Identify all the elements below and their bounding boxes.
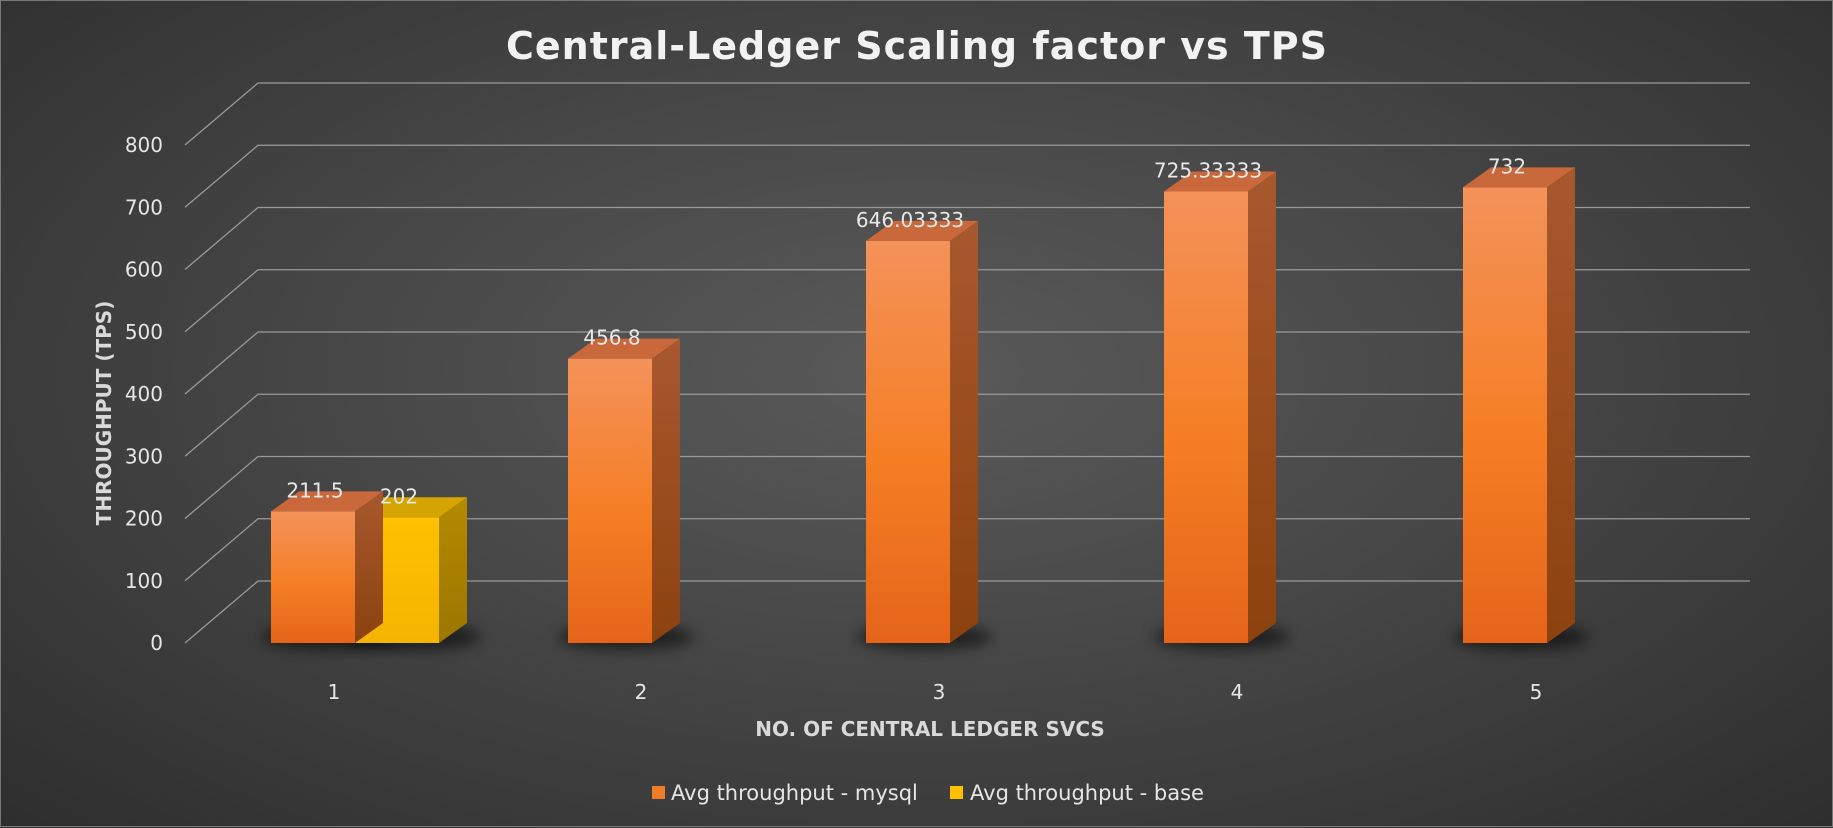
data-label: 456.8 — [583, 326, 640, 350]
data-label: 725.33333 — [1154, 158, 1262, 182]
bar-series1-cat2[interactable] — [568, 338, 680, 643]
y-tick-label: 0 — [150, 631, 163, 655]
bar-side-face — [1248, 171, 1276, 644]
y-axis-title: THROUGHPUT (TPS) — [92, 301, 116, 526]
y-tick-label: 500 — [125, 320, 163, 344]
legend-item-mysql[interactable]: Avg throughput - mysql — [652, 781, 918, 805]
y-tick-label: 700 — [125, 195, 163, 219]
bar-front-face — [568, 358, 652, 643]
bar-series1-cat1[interactable] — [271, 491, 383, 643]
data-label: 202 — [380, 484, 418, 508]
legend-swatch-mysql — [652, 786, 665, 799]
x-tick-label: 2 — [635, 680, 648, 704]
bar-series1-cat3[interactable] — [866, 220, 978, 644]
bar-front-face — [1463, 187, 1547, 643]
x-tick-label: 1 — [328, 680, 341, 704]
bar-front-face — [271, 511, 355, 643]
y-tick-label: 200 — [125, 507, 163, 531]
bar-side-face — [439, 497, 467, 643]
bar-top-face — [866, 220, 978, 241]
data-labels: 202 211.5 456.8 646.03333 725.33333 732 — [286, 154, 1526, 508]
bar-top-face — [271, 491, 383, 512]
y-tick-label: 100 — [125, 569, 163, 593]
y-tick-label: 600 — [125, 258, 163, 282]
legend-label-mysql: Avg throughput - mysql — [671, 781, 918, 805]
bar-side-face — [950, 220, 978, 644]
bar-top-face — [1164, 171, 1276, 192]
x-tick-label: 5 — [1530, 680, 1543, 704]
bar-series1-cat5[interactable] — [1463, 167, 1575, 643]
bar-front-face — [1164, 191, 1248, 644]
x-axis-ticks: 1 2 3 4 5 — [328, 680, 1543, 704]
y-tick-label: 800 — [125, 133, 163, 157]
legend-swatch-base — [950, 786, 963, 799]
bar-side-face — [355, 491, 383, 643]
legend: Avg throughput - mysql Avg throughput - … — [652, 781, 1204, 805]
gridline — [184, 144, 1750, 208]
bar-front-face — [866, 240, 950, 644]
chart-title: Central-Ledger Scaling factor vs TPS — [506, 24, 1328, 68]
gridlines — [184, 82, 1750, 644]
y-tick-label: 400 — [125, 382, 163, 406]
bar-side-face — [652, 338, 680, 643]
x-axis-title: NO. OF CENTRAL LEDGER SVCS — [755, 717, 1105, 741]
x-tick-label: 4 — [1231, 680, 1244, 704]
data-label: 211.5 — [286, 478, 343, 502]
gridline — [184, 82, 1750, 146]
bar-side-face — [1547, 167, 1575, 643]
legend-label-base: Avg throughput - base — [970, 781, 1204, 805]
bar-top-face — [1463, 167, 1575, 188]
data-label: 646.03333 — [856, 208, 964, 232]
x-tick-label: 3 — [933, 680, 946, 704]
bar-top-face — [568, 338, 680, 359]
y-tick-label: 300 — [125, 444, 163, 468]
legend-item-base[interactable]: Avg throughput - base — [950, 781, 1204, 805]
data-label: 732 — [1488, 154, 1526, 178]
y-axis-ticks: 0 100 200 300 400 500 600 700 800 — [125, 133, 163, 655]
bars — [271, 167, 1575, 644]
bar-series1-cat4[interactable] — [1164, 171, 1276, 644]
